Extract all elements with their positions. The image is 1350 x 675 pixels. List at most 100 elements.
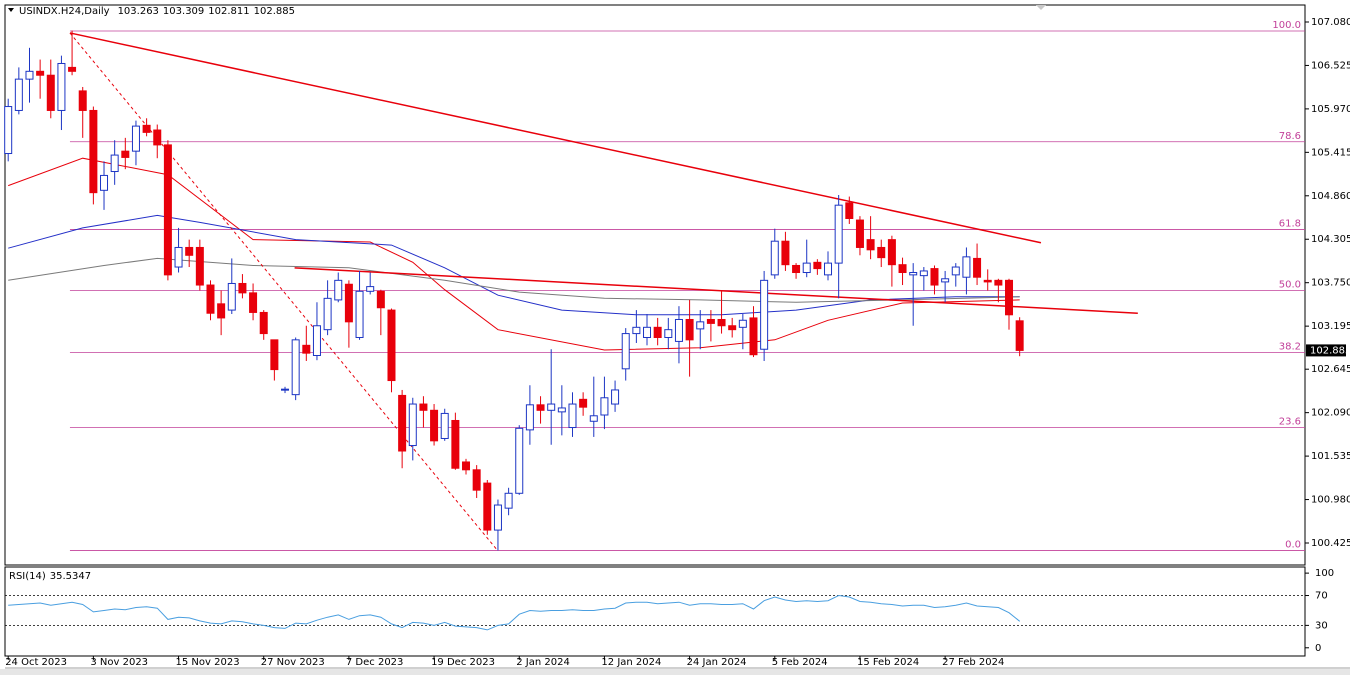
x-tick-label: 15 Nov 2023 [176,657,240,668]
rsi-panel-frame [4,566,1306,657]
rsi-tick-label: 30 [1315,620,1328,631]
candle-body [25,70,34,80]
rsi-tick-label: 0 [1315,643,1321,654]
plot: 107.080 106.525 105.970 105.415 104.860 104.3… [4,17,1350,668]
fib-label: 0.0 [1285,539,1301,550]
candle-body [302,344,311,354]
candle-body [462,461,471,471]
x-tick-label: 19 Dec 2023 [431,657,495,668]
rsi-value: 35.5347 [50,571,91,582]
candle-body [770,240,779,276]
candle-body [696,321,705,330]
candle-body [621,333,630,370]
candle-body [866,239,875,251]
candle-body [291,339,300,396]
candle-body [824,262,833,276]
y-tick-label: 101.535 [1311,451,1350,462]
candle-body [398,394,407,452]
candle-body [909,272,918,276]
fib-label: 23.6 [1279,417,1301,428]
candle-body [515,427,524,494]
candle-body [78,90,87,111]
header-price: 102.885 [254,6,295,17]
trendline [69,32,1042,244]
rsi-tick-label: 70 [1315,591,1328,602]
candle-body [643,326,652,338]
candle-body [855,219,864,248]
candle-body [504,492,513,509]
candle-body [14,78,23,111]
candle-body [1005,279,1014,316]
candle-body [919,270,928,277]
x-tick-label: 27 Feb 2024 [942,657,1004,668]
candle-body [227,282,236,311]
candle-body [217,303,226,319]
candle-body [131,125,140,152]
candle-body [451,419,460,469]
y-tick-label: 104.860 [1311,191,1350,202]
x-tick-label: 27 Nov 2023 [261,657,325,668]
candle-body [600,397,609,416]
candle-body [142,124,151,133]
candle-body [589,415,598,422]
candle-body [706,318,715,324]
x-tick-label: 7 Dec 2023 [346,657,404,668]
candle-body [387,309,396,382]
candle-body [717,318,726,327]
candle-body [951,266,960,276]
rsi-line [8,594,1021,631]
candle-body [430,409,439,442]
candle-body [366,286,375,292]
candle-body [440,412,449,439]
candle-body [547,403,556,411]
candle-body [195,246,204,286]
candle-body [973,257,982,278]
candle-body [728,325,737,331]
candle-body [163,144,172,276]
moving-average [8,257,1020,303]
y-tick-label: 100.425 [1311,538,1350,549]
x-tick-label: 24 Jan 2024 [687,657,747,668]
candle-body [334,279,343,301]
candle-body [376,290,385,309]
candle-body [653,326,662,338]
candle-body [174,246,183,268]
candle-body [611,389,620,405]
trendline [69,32,498,550]
rsi-label: RSI(14) [9,571,46,582]
candle-body [930,268,939,286]
candle-body [557,407,566,413]
candle-body [259,311,268,335]
header-price: 103.263 [118,6,159,17]
candle-body [781,240,790,266]
candle-body [270,339,279,371]
y-tick-label: 102.090 [1311,408,1350,419]
candle-body [792,264,801,274]
candle-body [46,74,55,111]
header-price: 102.811 [208,6,249,17]
candle-body [100,174,109,191]
candle-body [579,398,588,408]
candle-body [887,239,896,266]
y-tick-label: 107.080 [1311,17,1350,28]
x-tick-label: 5 Feb 2024 [772,657,828,668]
x-tick-label: 12 Jan 2024 [601,657,661,668]
menu-arrow[interactable] [8,8,14,12]
scrollbar [0,669,1350,675]
candle-body [121,150,130,158]
candle-body [685,318,694,341]
candle-body [419,403,428,411]
price-box-label: 102.885 [1310,345,1350,356]
fib-label: 100.0 [1272,20,1301,31]
y-tick-label: 103.195 [1311,321,1350,332]
candle-body [525,404,534,431]
candle-body [57,62,66,111]
y-tick-label: 102.645 [1311,364,1350,375]
x-tick-label: 2 Jan 2024 [516,657,570,668]
candle-body [355,290,364,338]
candle-body [941,278,950,283]
shift-marker [1036,5,1046,10]
moving-average [8,157,1020,351]
candle-body [68,66,77,72]
candle-body [185,246,194,256]
